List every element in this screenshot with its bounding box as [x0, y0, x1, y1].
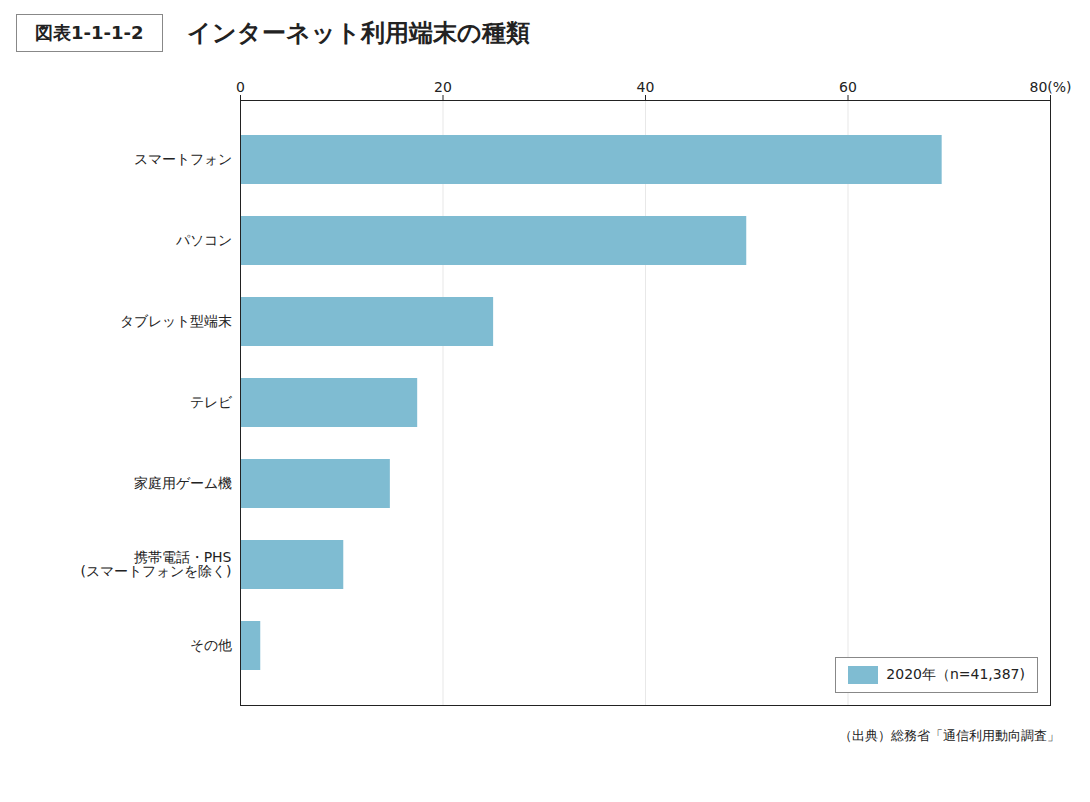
svg-text:80(%): 80(%) — [1029, 79, 1071, 95]
svg-text:0: 0 — [236, 79, 245, 95]
svg-text:20: 20 — [434, 79, 452, 95]
svg-text:その他: その他 — [190, 637, 232, 653]
svg-text:スマートフォン: スマートフォン — [134, 151, 232, 167]
svg-text:テレビ: テレビ — [190, 394, 233, 410]
html-text:（出典）総務省「通信利用動向調査」: （出典）総務省「通信利用動向調査」 — [839, 728, 1060, 743]
html-text:インターネット利用端末の種類: インターネット利用端末の種類 — [186, 19, 530, 47]
html-text:図表1-1-1-2: 図表1-1-1-2 — [35, 22, 144, 43]
svg-text:60: 60 — [839, 79, 857, 95]
svg-text:タブレット型端末: タブレット型端末 — [120, 313, 232, 329]
html-text:2020年（n=41,387): 2020年（n=41,387) — [886, 666, 1025, 682]
svg-text:パソコン: パソコン — [175, 232, 232, 248]
svg-text:家庭用ゲーム機: 家庭用ゲーム機 — [134, 475, 232, 491]
svg-text:携帯電話・PHS(スマートフォンを除く): 携帯電話・PHS(スマートフォンを除く) — [81, 549, 232, 579]
svg-text:40: 40 — [637, 79, 655, 95]
